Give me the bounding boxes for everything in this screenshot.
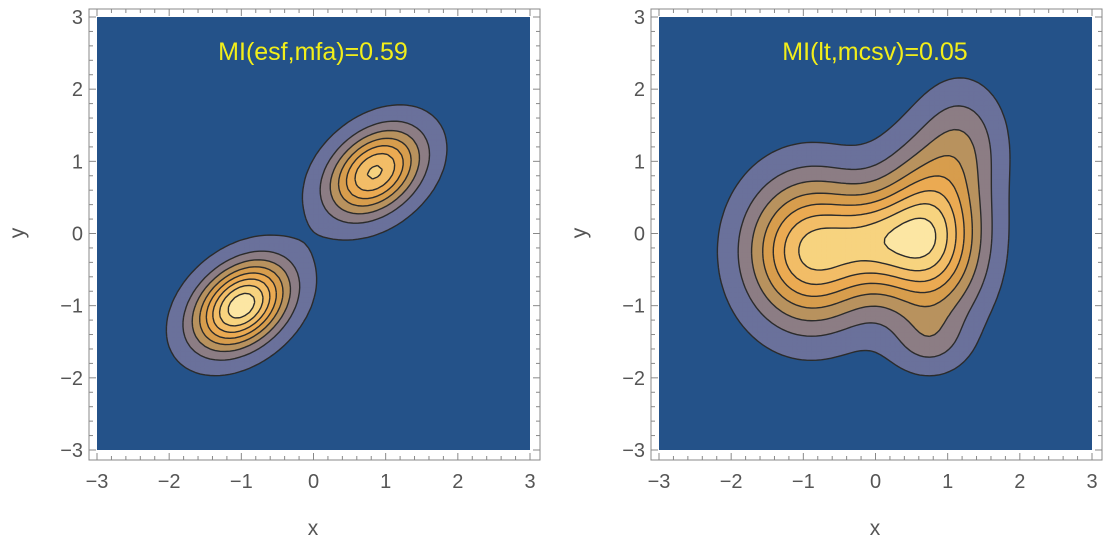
x-tick-label: 0 [870, 471, 881, 493]
y-tick-label: −3 [60, 440, 83, 462]
panel-2-y-axis-label: y [568, 227, 591, 238]
y-tick-label: 3 [72, 7, 83, 29]
panel-1-y-axis-label: y [6, 227, 29, 238]
contour-line-level-7 [798, 203, 948, 272]
y-tick-label: −2 [60, 368, 83, 390]
panel-2-title: MI(lt,mcsv)=0.05 [782, 38, 967, 66]
x-tick-label: −3 [648, 471, 671, 493]
y-tick-label: 3 [634, 7, 645, 29]
x-tick-label: −1 [792, 471, 815, 493]
y-tick-label: −2 [622, 368, 645, 390]
contour-line-level-2 [182, 120, 431, 361]
y-tick-label: −1 [60, 296, 83, 318]
panel-1-contours [165, 104, 448, 377]
contour-line-level-1 [165, 104, 448, 377]
x-tick-label: −1 [230, 471, 253, 493]
panel-1-x-axis-label: x [308, 517, 319, 540]
x-tick-label: −2 [158, 471, 181, 493]
y-tick-label: 0 [72, 224, 83, 246]
contour-line-level-3 [750, 128, 982, 338]
y-tick-label: −1 [622, 296, 645, 318]
x-tick-label: −2 [720, 471, 743, 493]
y-tick-label: 2 [72, 79, 83, 101]
x-tick-label: 2 [452, 471, 463, 493]
panel-1-frame [88, 8, 541, 461]
x-tick-label: 1 [380, 471, 391, 493]
contour-line-level-4 [762, 154, 973, 309]
x-tick-label: 0 [308, 471, 319, 493]
panel-2-x-axis-label: x [870, 517, 881, 540]
contour-line-level-4 [199, 137, 412, 346]
x-tick-label: 2 [1014, 471, 1025, 493]
x-tick-label: 3 [524, 471, 535, 493]
y-tick-label: −3 [622, 440, 645, 462]
contour-line-level-7 [218, 164, 383, 327]
contour-line-level-5 [205, 145, 404, 340]
x-tick-label: 3 [1086, 471, 1097, 493]
contour-line-level-5 [772, 175, 965, 298]
panel-1-ticks: −3 −2 −1 0 1 2 3 −3 −2 −1 0 1 2 3 [60, 7, 540, 493]
contour-line-level-3 [191, 129, 421, 353]
contour-line-level-8 [227, 292, 256, 319]
contour-line-level-8 [883, 217, 937, 259]
y-tick-label: 2 [634, 79, 645, 101]
panel-2-frame [650, 8, 1103, 461]
contour-line-level-2 [737, 105, 993, 358]
contour-line-level-6 [212, 152, 396, 334]
contour-line-level-1 [716, 77, 1011, 377]
contour-line-level-6 [783, 189, 957, 286]
y-tick-label: 1 [72, 151, 83, 173]
y-tick-label: 1 [634, 151, 645, 173]
panel-1-plot-area [97, 17, 530, 450]
y-tick-label: 0 [634, 224, 645, 246]
x-tick-label: 1 [942, 471, 953, 493]
x-tick-label: −3 [86, 471, 109, 493]
panel-1-title: MI(esf,mfa)=0.59 [218, 38, 408, 66]
panel-2-contours [716, 77, 1011, 377]
panel-2-ticks: −3 −2 −1 0 1 2 3 −3 −2 −1 0 1 2 3 [622, 7, 1102, 493]
